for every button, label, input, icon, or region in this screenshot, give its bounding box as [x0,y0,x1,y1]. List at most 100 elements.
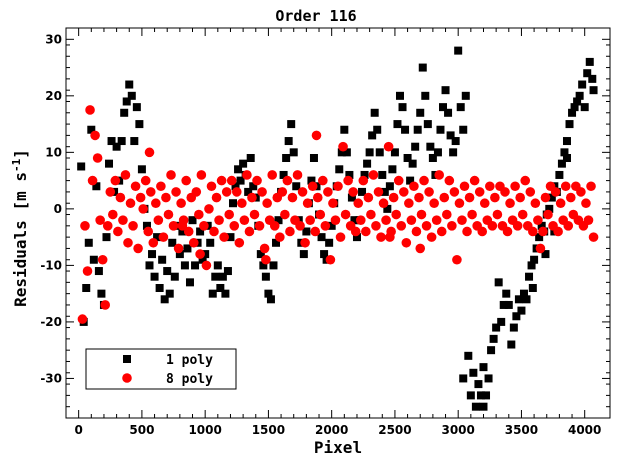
circle-point-1-36 [168,221,179,231]
square-point-0-28 [148,250,157,259]
circle-point-1-20 [128,221,138,231]
y-axis-label: Residuals [m s-1] [10,149,31,307]
circle-point-1-181 [535,243,546,254]
circle-point-1-71 [257,187,267,197]
square-point-0-43 [185,278,194,287]
square-point-0-133 [413,125,422,134]
square-point-0-73 [261,272,270,281]
legend-box [85,348,237,390]
circle-point-1-12 [108,209,118,220]
circle-point-1-42 [183,226,194,237]
circle-point-1-135 [419,175,429,186]
circle-point-1-118 [376,232,386,242]
circle-point-1-98 [325,254,336,265]
circle-point-1-209 [415,243,426,254]
square-point-0-209 [479,402,488,411]
circle-point-1-25 [140,175,151,186]
square-point-0-192 [562,137,571,146]
square-point-0-102 [335,165,344,174]
square-point-0-165 [494,278,503,287]
circle-point-1-134 [416,209,427,220]
square-point-0-7 [94,267,103,276]
square-point-0-199 [580,103,589,112]
circle-point-1-91 [307,181,318,192]
circle-point-1-3 [85,105,95,115]
circle-point-1-7 [95,215,105,225]
circle-point-1-114 [366,209,376,220]
square-point-0-201 [585,57,594,66]
circle-point-1-56 [219,232,229,242]
square-point-0-207 [528,284,537,292]
square-point-0-72 [259,261,268,270]
circle-point-1-142 [436,226,447,237]
square-point-0-144 [441,86,450,95]
square-point-0-23 [135,120,144,129]
circle-point-1-18 [123,237,133,248]
square-point-0-62 [234,165,243,174]
circle-point-1-148 [452,254,462,265]
circle-point-1-191 [560,181,571,192]
square-point-0-48 [198,255,207,264]
square-point-0-166 [497,317,506,326]
square-point-0-53 [211,272,220,281]
circle-point-1-62 [234,237,245,248]
y-tick-label--10: -10 [40,258,62,272]
circle-point-1-50 [204,204,214,214]
square-point-0-131 [408,159,417,168]
circle-point-1-202 [588,232,599,242]
square-point-0-181 [535,233,544,242]
square-point-0-148 [451,137,460,146]
square-point-0-154 [466,391,475,400]
circle-point-1-131 [409,181,419,192]
circle-point-1-38 [173,243,184,254]
square-point-0-158 [476,391,485,400]
circle-point-1-52 [209,226,219,237]
circle-point-1-174 [517,209,528,220]
circle-point-1-28 [148,237,159,248]
square-point-0-182 [537,221,546,230]
circle-point-1-173 [515,192,525,203]
circle-point-1-128 [401,237,412,248]
circle-point-1-23 [135,192,146,203]
circle-point-1-33 [161,192,171,203]
circle-point-1-187 [550,187,561,197]
square-point-0-34 [163,267,172,276]
circle-point-1-69 [252,175,262,186]
circle-point-1-168 [502,226,513,237]
x-tick-label-1000: 1000 [188,423,221,437]
square-point-0-206 [541,250,550,259]
circle-point-1-188 [553,226,563,237]
square-point-0-176 [522,295,531,304]
circle-point-1-144 [442,209,452,220]
square-point-0-77 [272,238,281,247]
circle-point-1-112 [361,226,371,237]
circle-point-1-124 [391,209,401,220]
circle-point-1-107 [348,187,358,197]
square-point-0-55 [216,284,225,292]
square-point-0-137 [423,120,432,129]
circle-point-1-22 [133,243,143,254]
circle-point-1-45 [191,187,202,197]
circle-point-1-68 [249,209,260,220]
circle-point-1-27 [145,187,156,197]
x-tick-label-3000: 3000 [441,423,474,437]
square-point-0-203 [589,86,598,95]
circle-point-1-6 [92,153,103,163]
circle-point-1-64 [239,215,250,225]
circle-point-1-172 [512,221,523,231]
circle-point-1-10 [102,221,113,231]
circle-point-1-155 [469,175,480,186]
circle-point-1-162 [487,221,498,231]
circle-point-1-31 [156,181,166,192]
square-point-0-193 [565,120,574,129]
axis-ticks: 0 500 1000 1500 2000 2500 3000 3500 4000 -30 -20 -1… [40,28,610,437]
circle-point-1-70 [254,221,265,231]
legend-label-1-poly: 1 poly [166,353,213,368]
circle-point-1-113 [363,192,374,203]
circle-point-1-1 [80,221,90,231]
square-point-0-135 [418,63,427,72]
circle-point-1-99 [328,198,338,209]
circle-point-1-78 [275,232,285,242]
square-point-0-149 [454,46,463,55]
square-point-0-21 [130,137,139,146]
